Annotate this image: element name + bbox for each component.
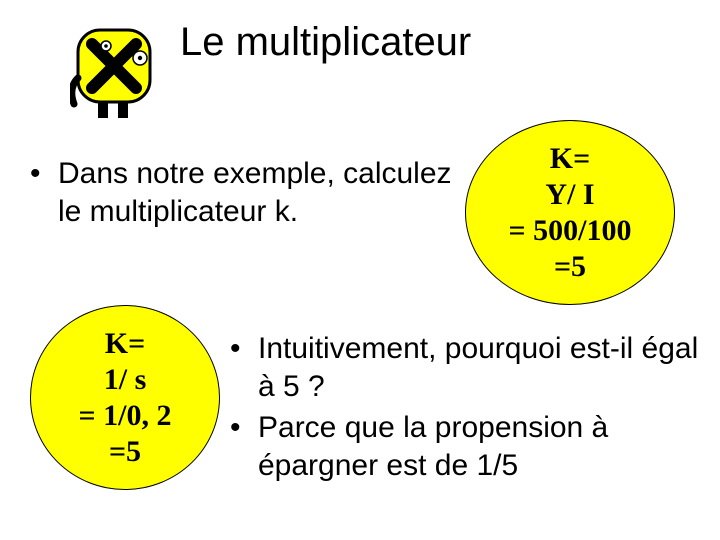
oval-left-line2: 1/ s (104, 362, 147, 398)
oval-formula-left: K= 1/ s = 1/0, 2 =5 (30, 305, 220, 490)
oval-left-line3: = 1/0, 2 (79, 398, 172, 434)
slide-title: Le multiplicateur (180, 20, 471, 65)
oval-right-line2: Y/ I (545, 177, 594, 213)
oval-left-line4: =5 (109, 434, 141, 470)
bullets-bottom: • Intuitivement, pourquoi est-il égal à … (230, 330, 700, 488)
multiply-character-icon (70, 18, 165, 128)
oval-right-line4: =5 (554, 249, 586, 285)
bullet-bottom-2: • Parce que la propension à épargner est… (230, 409, 700, 484)
bullet-dot-icon: • (230, 409, 241, 447)
oval-formula-right: K= Y/ I = 500/100 =5 (465, 120, 675, 305)
bullet-top-text: Dans notre exemple, calculez le multipli… (58, 155, 460, 230)
bullet-dot-icon: • (30, 155, 41, 193)
bullet-bottom-1: • Intuitivement, pourquoi est-il égal à … (230, 330, 700, 405)
bullet-bottom-2-text: Parce que la propension à épargner est d… (258, 409, 700, 484)
bullet-bottom-1-text: Intuitivement, pourquoi est-il égal à 5 … (258, 330, 700, 405)
oval-right-line1: K= (550, 141, 590, 177)
oval-left-line1: K= (105, 326, 145, 362)
bullet-dot-icon: • (230, 330, 241, 368)
bullet-top: • Dans notre exemple, calculez le multip… (30, 155, 460, 230)
oval-right-line3: = 500/100 (509, 213, 632, 249)
